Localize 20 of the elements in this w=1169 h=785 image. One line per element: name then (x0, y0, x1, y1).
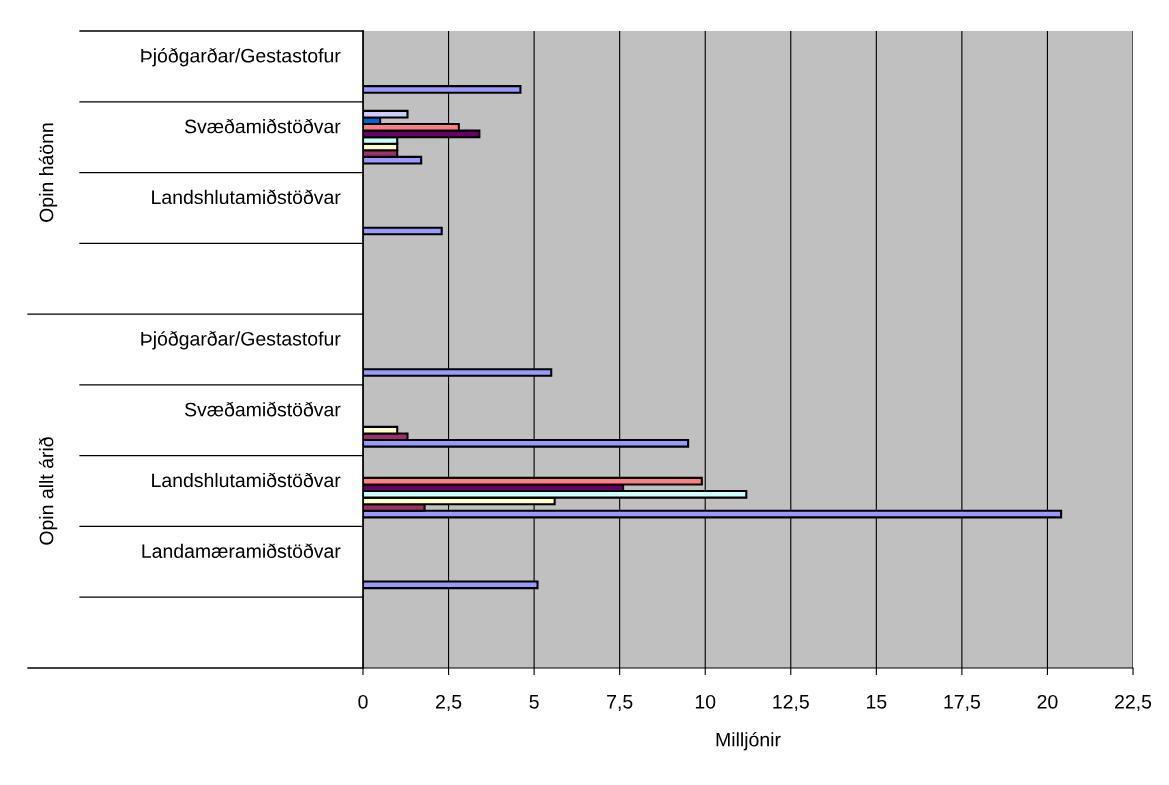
x-axis-title: Milljónir (716, 731, 781, 751)
x-tick-label: 12,5 (773, 694, 809, 711)
x-tick-label: 7,5 (607, 695, 633, 711)
x-tick-label: 0 (358, 694, 368, 709)
x-tick-label: 17,5 (944, 695, 980, 711)
text: Opin háönn (38, 123, 58, 222)
x-tick-label: 2,5 (436, 694, 462, 711)
x-tick-label: 10 (695, 694, 716, 709)
y-tick-label: Þjóðgarðar/Gestastofur (141, 47, 341, 67)
y-tick-label: Svæðamiðstöðvar (184, 401, 341, 417)
y-tick-label: Þjóðgarðar/Gestastofur (141, 331, 341, 350)
text: Opin allt árið (38, 437, 58, 545)
y-tick-label: Svæðamiðstöðvar (184, 118, 341, 134)
y-tick-label: Landshlutamiðstöðvar (152, 189, 341, 205)
x-tick-label: 5 (529, 695, 539, 709)
x-tick-label: 15 (867, 695, 887, 709)
x-tick-label: 22,5 (1115, 694, 1152, 711)
y-tick-label: Landamæramiðstöðvar (142, 543, 341, 558)
x-tick-label: 20 (1037, 694, 1058, 709)
y-tick-label: Landshlutamiðstöðvar (152, 472, 341, 488)
